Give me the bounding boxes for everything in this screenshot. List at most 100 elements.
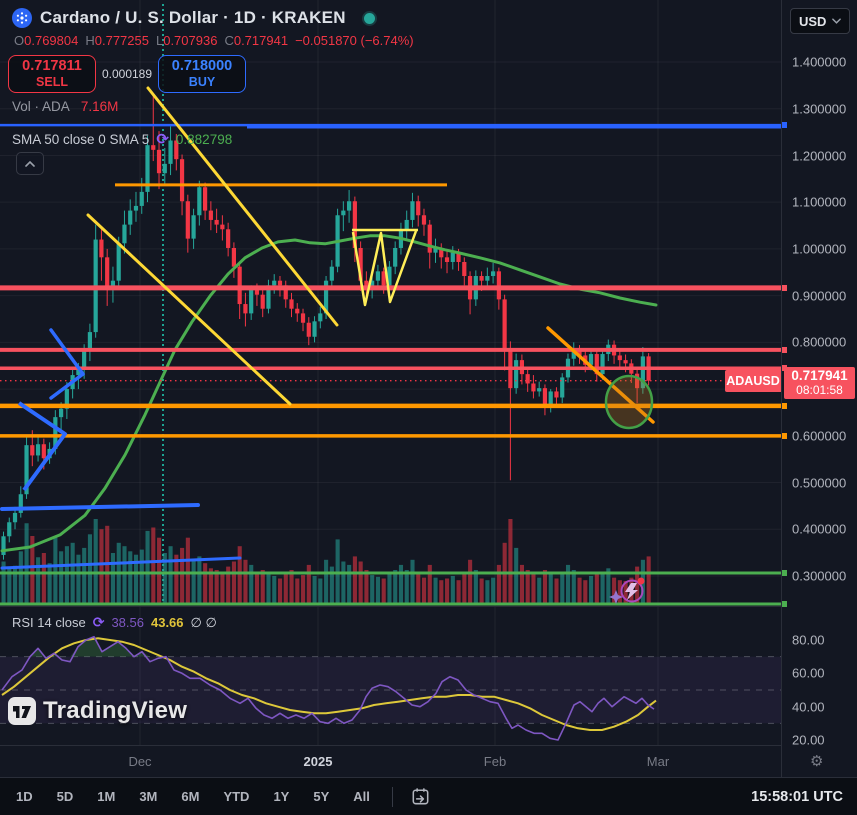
volume-bar bbox=[18, 551, 23, 604]
range-button-all[interactable]: All bbox=[353, 789, 370, 804]
volume-bar bbox=[600, 573, 605, 604]
currency-dropdown[interactable]: USD bbox=[790, 8, 850, 34]
toolbar-divider bbox=[391, 786, 393, 807]
trendline[interactable] bbox=[49, 328, 85, 376]
volume-bar bbox=[468, 559, 473, 604]
range-button-1m[interactable]: 1M bbox=[97, 789, 116, 804]
candle-body bbox=[254, 290, 260, 295]
chart-canvas[interactable] bbox=[0, 0, 781, 777]
candle-body bbox=[358, 247, 363, 281]
range-button-6m[interactable]: 6M bbox=[181, 789, 200, 804]
candle-body bbox=[640, 356, 645, 389]
volume-bar bbox=[329, 566, 334, 604]
sell-button[interactable]: 0.717811 SELL bbox=[8, 55, 96, 93]
market-status-dot[interactable] bbox=[363, 12, 375, 24]
time-axis-label[interactable]: Feb bbox=[483, 754, 507, 769]
price-line-symbol-label: ADAUSD bbox=[725, 370, 781, 392]
trendline[interactable] bbox=[49, 372, 85, 400]
candle-body bbox=[300, 313, 306, 323]
range-button-5y[interactable]: 5Y bbox=[313, 789, 330, 804]
price-scale-label: 1.000000 bbox=[792, 241, 847, 257]
trade-panel: 0.717811 SELL 0.000189 0.718000 BUY bbox=[8, 55, 246, 93]
candle-body bbox=[537, 388, 542, 392]
price-scale-label: 1.300000 bbox=[792, 101, 847, 117]
range-button-5d[interactable]: 5D bbox=[56, 789, 74, 804]
volume-bar bbox=[283, 574, 288, 604]
volume-bar bbox=[226, 566, 231, 604]
symbol-title[interactable]: Cardano / U. S. Dollar · 1D · KRAKEN bbox=[40, 8, 346, 27]
go-to-date-icon[interactable] bbox=[409, 785, 432, 808]
drawing-polyline[interactable] bbox=[17, 401, 67, 492]
time-axis-label[interactable]: Dec bbox=[128, 754, 152, 769]
volume-legend[interactable]: Vol · ADA 7.16M bbox=[12, 99, 118, 114]
volume-bar bbox=[318, 578, 323, 604]
drawing-polyline[interactable] bbox=[351, 230, 418, 307]
candle-body bbox=[531, 383, 536, 392]
collapse-panel-button[interactable] bbox=[16, 152, 44, 175]
volume-bar bbox=[231, 561, 236, 604]
candle-body bbox=[1, 536, 6, 555]
gear-icon[interactable]: ⚙ bbox=[810, 752, 824, 770]
candle-body bbox=[548, 391, 553, 407]
volume-bar bbox=[571, 570, 576, 604]
volume-bar bbox=[508, 519, 513, 604]
rsi-legend[interactable]: RSI 14 close ⟳ 38.56 43.66 ∅ ∅ bbox=[12, 614, 217, 631]
time-axis[interactable]: Dec 2025 Feb Mar bbox=[0, 745, 781, 778]
current-price-box: 0.717941 08:01:58 bbox=[784, 367, 855, 399]
volume-bar bbox=[13, 565, 18, 604]
volume-bar bbox=[519, 564, 524, 604]
notification-dot bbox=[637, 577, 645, 585]
candle-body bbox=[542, 388, 548, 407]
range-button-1y[interactable]: 1Y bbox=[273, 789, 290, 804]
range-button-3m[interactable]: 3M bbox=[139, 789, 158, 804]
time-axis-label[interactable]: Mar bbox=[646, 754, 670, 769]
trendline[interactable] bbox=[86, 213, 292, 406]
price-scale[interactable]: USD 1.400000 1.300000 1.200000 1.100000 1.00… bbox=[781, 0, 857, 777]
volume-bar bbox=[341, 561, 346, 604]
candle-body bbox=[295, 308, 300, 314]
open-label: O bbox=[14, 33, 25, 48]
volume-bar bbox=[254, 573, 260, 604]
trendline[interactable] bbox=[0, 503, 200, 511]
price-scale-label: 1.200000 bbox=[792, 148, 847, 163]
trendline[interactable] bbox=[0, 556, 242, 570]
rsi-overbought-fill bbox=[30, 636, 150, 657]
candle-body bbox=[577, 350, 582, 356]
sma50-line bbox=[0, 234, 658, 553]
candle-body bbox=[12, 512, 18, 523]
volume-bar bbox=[272, 575, 277, 604]
volume-bar bbox=[479, 578, 484, 604]
trendline[interactable] bbox=[546, 326, 655, 424]
volume-bar bbox=[266, 571, 271, 604]
range-button-1d[interactable]: 1D bbox=[16, 789, 33, 804]
volume-bar bbox=[617, 580, 622, 604]
buy-button[interactable]: 0.718000 BUY bbox=[158, 55, 246, 93]
volume-bar bbox=[64, 546, 69, 604]
trendline[interactable] bbox=[146, 86, 339, 327]
volume-bar bbox=[560, 573, 565, 604]
volume-bar bbox=[542, 570, 548, 604]
candle-body bbox=[306, 322, 311, 337]
rsi-label: RSI 14 close bbox=[12, 615, 86, 630]
volume-bar bbox=[358, 561, 363, 604]
candle-body bbox=[7, 522, 12, 537]
highlight-circle[interactable] bbox=[604, 374, 654, 430]
sma-value: 0.882798 bbox=[175, 131, 233, 147]
candle-body bbox=[24, 445, 29, 495]
currency-value: USD bbox=[799, 13, 827, 29]
candle-body bbox=[312, 321, 317, 337]
candle-body bbox=[162, 163, 167, 174]
candle-body bbox=[128, 210, 133, 225]
flash-circle-icon bbox=[620, 579, 644, 603]
volume-bar bbox=[139, 549, 144, 604]
volume-bar bbox=[151, 527, 156, 604]
candle-body bbox=[226, 229, 231, 248]
range-button-ytd[interactable]: YTD bbox=[223, 789, 250, 804]
candle-body bbox=[64, 389, 69, 409]
time-axis-label[interactable]: 2025 bbox=[303, 754, 333, 769]
utc-clock[interactable]: 15:58:01 UTC bbox=[751, 788, 843, 805]
volume-bar bbox=[110, 553, 116, 604]
volume-bar bbox=[157, 537, 162, 604]
sma-legend[interactable]: SMA 50 close 0 SMA 5 ⟳ 0.882798 bbox=[12, 130, 232, 148]
